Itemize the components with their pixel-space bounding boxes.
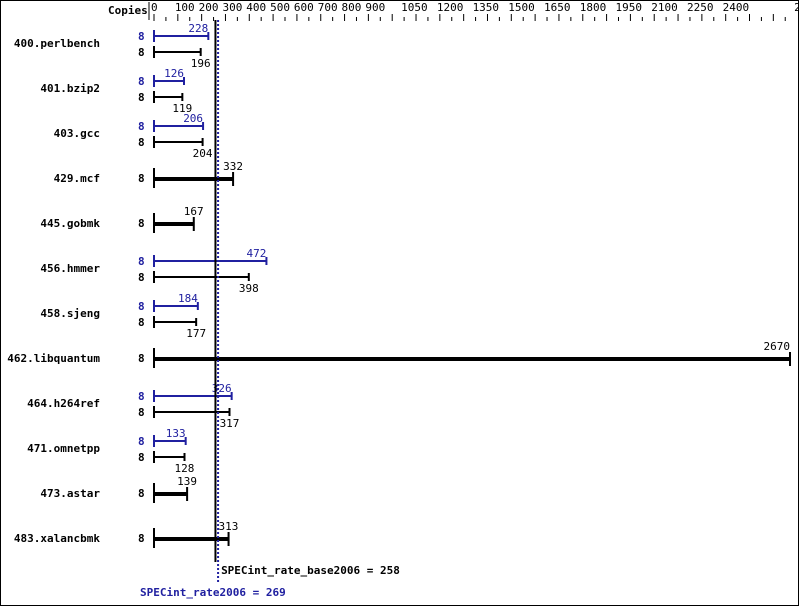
x-tick-label: 600 (294, 1, 314, 14)
x-tick-label: 1500 (508, 1, 534, 14)
base-value-label: 2670 (764, 340, 791, 353)
peak-value-label: 133 (166, 427, 186, 440)
benchmark-label: 473.astar (40, 487, 100, 500)
base-value-label: 139 (177, 475, 197, 488)
x-tick-label: 1650 (544, 1, 571, 14)
base-copies: 8 (138, 46, 145, 59)
benchmark-label: 400.perlbench (14, 37, 100, 50)
base-value-label: 167 (184, 205, 204, 218)
peak-value-label: 326 (212, 382, 232, 395)
peak-copies: 8 (138, 300, 145, 313)
benchmark-label: 403.gcc (54, 127, 100, 140)
base-copies: 8 (138, 406, 145, 419)
peak-value-label: 184 (178, 292, 198, 305)
x-tick-label: 0 (151, 1, 158, 14)
peak-copies: 8 (138, 30, 145, 43)
base-copies: 8 (138, 172, 145, 185)
base-value-label: 313 (219, 520, 239, 533)
base-value-label: 332 (223, 160, 243, 173)
benchmark-label: 483.xalancbmk (14, 532, 100, 545)
x-tick-label: 800 (342, 1, 362, 14)
base-copies: 8 (138, 271, 145, 284)
benchmark-label: 464.h264ref (27, 397, 100, 410)
x-tick-label: 1950 (615, 1, 642, 14)
x-tick-label: 1050 (401, 1, 428, 14)
base-metric-label: SPECint_rate_base2006 = 258 (221, 564, 400, 577)
x-tick-label: 1800 (580, 1, 607, 14)
peak-value-label: 228 (188, 22, 208, 35)
base-value-label: 204 (193, 147, 213, 160)
base-copies: 8 (138, 451, 145, 464)
peak-copies: 8 (138, 435, 145, 448)
base-copies: 8 (138, 316, 145, 329)
benchmark-label: 462.libquantum (7, 352, 100, 365)
x-tick-label: 200 (199, 1, 219, 14)
peak-value-label: 472 (247, 247, 267, 260)
x-tick-label: 2700 (794, 1, 799, 14)
benchmark-label: 471.omnetpp (27, 442, 100, 455)
peak-metric-label: SPECint_rate2006 = 269 (140, 586, 286, 599)
benchmark-label: 458.sjeng (40, 307, 100, 320)
base-copies: 8 (138, 352, 145, 365)
benchmark-label: 401.bzip2 (40, 82, 100, 95)
x-tick-label: 2250 (687, 1, 714, 14)
base-copies: 8 (138, 91, 145, 104)
base-value-label: 196 (191, 57, 211, 70)
peak-copies: 8 (138, 75, 145, 88)
x-tick-label: 700 (318, 1, 338, 14)
peak-value-label: 126 (164, 67, 184, 80)
x-tick-label: 100 (175, 1, 195, 14)
x-tick-label: 2100 (651, 1, 678, 14)
x-tick-label: 2400 (723, 1, 750, 14)
x-tick-label: 1350 (473, 1, 500, 14)
benchmark-label: 445.gobmk (40, 217, 100, 230)
x-tick-label: 500 (270, 1, 290, 14)
peak-copies: 8 (138, 390, 145, 403)
base-value-label: 317 (220, 417, 240, 430)
base-value-label: 119 (172, 102, 192, 115)
x-tick-label: 900 (365, 1, 385, 14)
peak-copies: 8 (138, 255, 145, 268)
base-value-label: 128 (175, 462, 195, 475)
base-value-label: 398 (239, 282, 259, 295)
base-copies: 8 (138, 487, 145, 500)
base-copies: 8 (138, 532, 145, 545)
axis-header: Copies (108, 4, 148, 17)
x-tick-label: 1200 (437, 1, 464, 14)
base-value-label: 177 (186, 327, 206, 340)
benchmark-label: 456.hmmer (40, 262, 100, 275)
peak-value-label: 206 (183, 112, 203, 125)
base-copies: 8 (138, 136, 145, 149)
peak-copies: 8 (138, 120, 145, 133)
base-copies: 8 (138, 217, 145, 230)
x-tick-label: 400 (246, 1, 266, 14)
benchmark-label: 429.mcf (54, 172, 100, 185)
x-tick-label: 300 (222, 1, 242, 14)
